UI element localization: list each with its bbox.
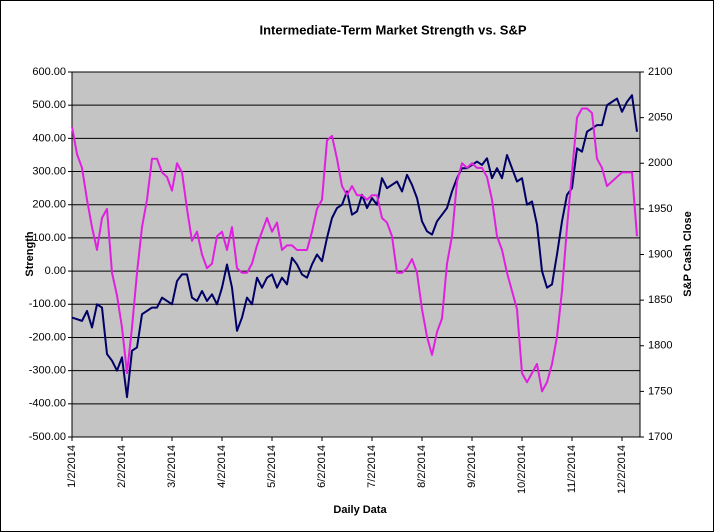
y2-tick-label: 2050 xyxy=(648,112,672,124)
y2-tick-label: 1750 xyxy=(648,385,672,397)
y-tick-label: -100.00 xyxy=(29,298,66,310)
y-tick-label: -400.00 xyxy=(29,398,66,410)
y-tick-label: -500.00 xyxy=(29,431,66,443)
x-tick-label: 5/2/2014 xyxy=(266,445,278,488)
y-tick-label: -200.00 xyxy=(29,331,66,343)
x-tick-label: 11/2/2014 xyxy=(566,445,578,493)
y-tick-label: 200.00 xyxy=(32,199,66,211)
y2-tick-label: 1800 xyxy=(648,340,672,352)
y-tick-label: -300.00 xyxy=(29,365,66,377)
x-tick-label: 8/2/2014 xyxy=(416,445,428,488)
y2-tick-label: 1900 xyxy=(648,248,672,260)
x-axis-title: Daily Data xyxy=(333,504,387,516)
x-tick-label: 4/2/2014 xyxy=(216,445,228,488)
chart-title: Intermediate-Term Market Strength vs. S&… xyxy=(259,22,526,37)
y-tick-label: 300.00 xyxy=(32,165,66,177)
x-tick-label: 9/2/2014 xyxy=(466,445,478,488)
x-tick-label: 2/2/2014 xyxy=(116,445,128,488)
y2-tick-label: 1700 xyxy=(648,431,672,443)
y-tick-label: 400.00 xyxy=(32,132,66,144)
x-tick-label: 3/2/2014 xyxy=(166,445,178,488)
y2-tick-label: 2100 xyxy=(648,66,672,78)
y-tick-label: 100.00 xyxy=(32,232,66,244)
y2-tick-label: 2000 xyxy=(648,157,672,169)
y2-tick-label: 1950 xyxy=(648,203,672,215)
y-tick-label: 0.00 xyxy=(45,265,66,277)
x-tick-label: 12/2/2014 xyxy=(616,445,628,494)
y-axis-title: Strength xyxy=(24,231,36,277)
x-tick-label: 7/2/2014 xyxy=(366,445,378,488)
y2-axis-title: S&P Cash Close xyxy=(682,211,694,296)
y-tick-label: 500.00 xyxy=(32,99,66,111)
x-tick-label: 10/2/2014 xyxy=(516,445,528,494)
y2-tick-label: 1850 xyxy=(648,294,672,306)
series-line xyxy=(71,94,638,399)
x-tick-label: 6/2/2014 xyxy=(316,445,328,488)
series-line xyxy=(71,107,638,393)
x-tick-label: 1/2/2014 xyxy=(66,445,78,488)
y-tick-label: 600.00 xyxy=(32,66,66,78)
plot-area xyxy=(71,71,641,438)
